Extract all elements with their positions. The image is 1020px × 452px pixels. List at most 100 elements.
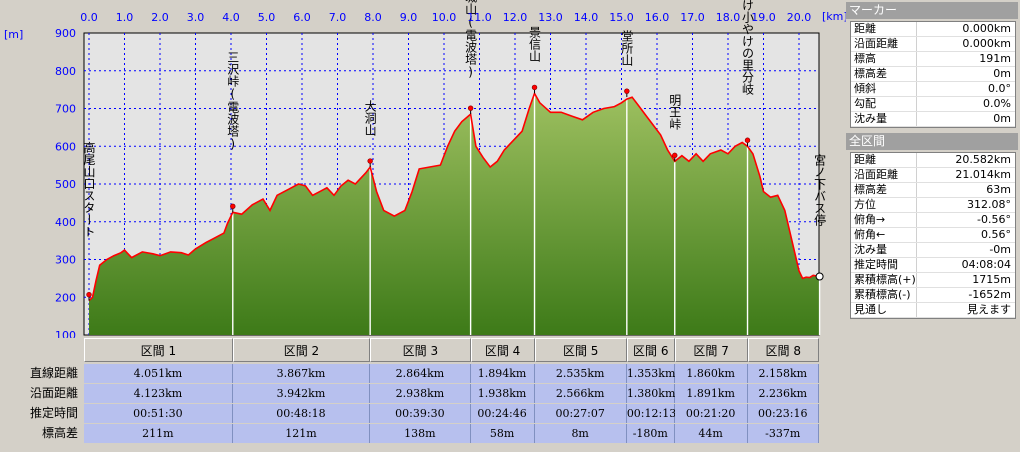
segment-header[interactable]: 区間 4 <box>470 338 535 362</box>
info-value: 191m <box>979 52 1011 65</box>
marker-point[interactable] <box>744 137 751 143</box>
info-panel: マーカー 距離 0.000km 沿面距離 0.000km 標高 191m 標高差 0m 傾斜 0.… <box>846 0 1020 452</box>
info-value: 0.56° <box>981 228 1011 241</box>
marker-point[interactable] <box>531 84 538 91</box>
info-row: 傾斜 0.0° <box>851 82 1015 97</box>
segment-row-label: 推定時間 <box>29 406 78 420</box>
segment-row-label: 直線距離 <box>29 366 78 380</box>
x-tick-label: 8.0 <box>364 11 382 24</box>
info-row: 沿面距離 0.000km <box>851 37 1015 52</box>
info-row: 標高差 63m <box>851 183 1015 198</box>
marker-point[interactable] <box>86 291 92 298</box>
segment-cell-diff: -337m <box>747 424 819 443</box>
segment-header[interactable]: 区間 7 <box>674 338 748 362</box>
segment-header[interactable]: 区間 2 <box>232 338 371 362</box>
x-tick-label: 0.0 <box>80 11 98 24</box>
x-unit-label: [km] <box>822 10 846 23</box>
segment-cell-straight: 2.864km <box>370 364 471 383</box>
segment-header[interactable]: 区間 6 <box>626 338 675 362</box>
marker-label: 堂所山 <box>620 30 634 66</box>
x-tick-label: 20.0 <box>787 11 812 24</box>
segment-cell-diff: 8m <box>534 424 627 443</box>
segment-header[interactable]: 区間 8 <box>747 338 819 362</box>
marker-point[interactable] <box>672 152 678 159</box>
info-key: 距離 <box>854 153 917 167</box>
y-tick-label: 200 <box>55 291 76 304</box>
info-row: 沿面距離 21.014km <box>851 168 1015 183</box>
segment-cell-surface: 2.938km <box>370 384 471 403</box>
y-tick-label: 600 <box>55 140 76 153</box>
marker-point[interactable] <box>624 88 630 94</box>
x-tick-label: 9.0 <box>400 11 418 24</box>
segment-header[interactable]: 区間 5 <box>534 338 627 362</box>
segment-cell-diff: 138m <box>370 424 471 443</box>
marker-panel-title: マーカー <box>846 2 1018 19</box>
y-tick-label: 900 <box>55 27 76 40</box>
info-key: 俯角→ <box>854 213 917 227</box>
y-unit-label: [m] <box>4 28 23 41</box>
info-row: 距離 20.582km <box>851 153 1015 168</box>
info-row: 距離 0.000km <box>851 22 1015 37</box>
x-tick-label: 6.0 <box>293 11 311 24</box>
y-tick-label: 400 <box>55 216 76 229</box>
x-tick-label: 19.0 <box>751 11 776 24</box>
info-value: 0.0% <box>983 97 1011 110</box>
segment-cell-surface: 4.123km <box>84 384 233 403</box>
info-value: 1715m <box>972 273 1011 286</box>
y-tick-label: 800 <box>55 65 76 78</box>
segment-cell-surface: 1.891km <box>674 384 748 403</box>
info-key: 沈み量 <box>854 243 917 257</box>
segment-cell-straight: 1.894km <box>470 364 535 383</box>
segment-header[interactable]: 区間 3 <box>370 338 471 362</box>
x-tick-label: 17.0 <box>680 11 705 24</box>
segment-table: 直線距離沿面距離推定時間標高差 区間 1 4.051km 4.123km 00:51:… <box>0 338 846 452</box>
info-row: 方位 312.08° <box>851 198 1015 213</box>
segment-header[interactable]: 区間 1 <box>84 338 233 362</box>
info-value: 21.014km <box>955 168 1011 181</box>
info-value: 0m <box>993 67 1011 80</box>
info-key: 勾配 <box>854 97 917 111</box>
info-key: 見通し <box>854 303 917 317</box>
segment-cell-surface: 2.236km <box>747 384 819 403</box>
x-tick-label: 12.0 <box>503 11 528 24</box>
info-key: 沿面距離 <box>854 37 917 51</box>
marker-point[interactable] <box>467 105 474 111</box>
y-tick-label: 300 <box>55 254 76 267</box>
segment-cell-time: 00:48:18 <box>232 404 371 423</box>
x-tick-label: 14.0 <box>574 11 599 24</box>
segment-cell-straight: 2.158km <box>747 364 819 383</box>
segment-cell-time: 00:24:46 <box>470 404 535 423</box>
x-tick-label: 5.0 <box>258 11 276 24</box>
x-tick-label: 4.0 <box>222 11 240 24</box>
marker-point[interactable] <box>815 272 824 281</box>
segment-cell-diff: 44m <box>674 424 748 443</box>
marker-info-table: 距離 0.000km 沿面距離 0.000km 標高 191m 標高差 0m 傾斜 0.0° 勾配 0… <box>850 21 1016 128</box>
info-value: 312.08° <box>967 198 1011 211</box>
info-key: 標高差 <box>854 67 917 81</box>
x-tick-label: 11.0 <box>467 11 492 24</box>
all-segments-info-table: 距離 20.582km 沿面距離 21.014km 標高差 63m 方位 312.08° 俯角→… <box>850 152 1016 319</box>
y-tick-label: 700 <box>55 103 76 116</box>
x-tick-labels: 0.0 1.0 2.0 3.0 4.0 5.0 6.0 7.0 8.0 9.0 10.0 11.0 12… <box>80 11 811 24</box>
segment-row-label: 標高差 <box>41 426 78 440</box>
segment-cell-time: 00:21:20 <box>674 404 748 423</box>
marker-point[interactable] <box>367 158 373 164</box>
segment-cell-surface: 1.938km <box>470 384 535 403</box>
segment-cell-time: 00:51:30 <box>84 404 233 423</box>
info-row: 累積標高(-) -1652m <box>851 288 1015 303</box>
marker-point[interactable] <box>230 203 236 210</box>
marker-label: 宮ノ下バス停 <box>813 153 827 227</box>
segment-cell-diff: 211m <box>84 424 233 443</box>
info-key: 沈み量 <box>854 112 917 126</box>
segment-row-label: 沿面距離 <box>29 386 78 400</box>
info-value: 見えます <box>967 303 1011 316</box>
info-row: 標高差 0m <box>851 67 1015 82</box>
info-key: 方位 <box>854 198 917 212</box>
segment-cell-straight: 4.051km <box>84 364 233 383</box>
marker-label: 三沢峠(電波塔) <box>226 51 240 151</box>
segment-cell-surface: 1.380km <box>626 384 675 403</box>
info-value: 0.000km <box>962 37 1011 50</box>
x-tick-label: 15.0 <box>609 11 634 24</box>
